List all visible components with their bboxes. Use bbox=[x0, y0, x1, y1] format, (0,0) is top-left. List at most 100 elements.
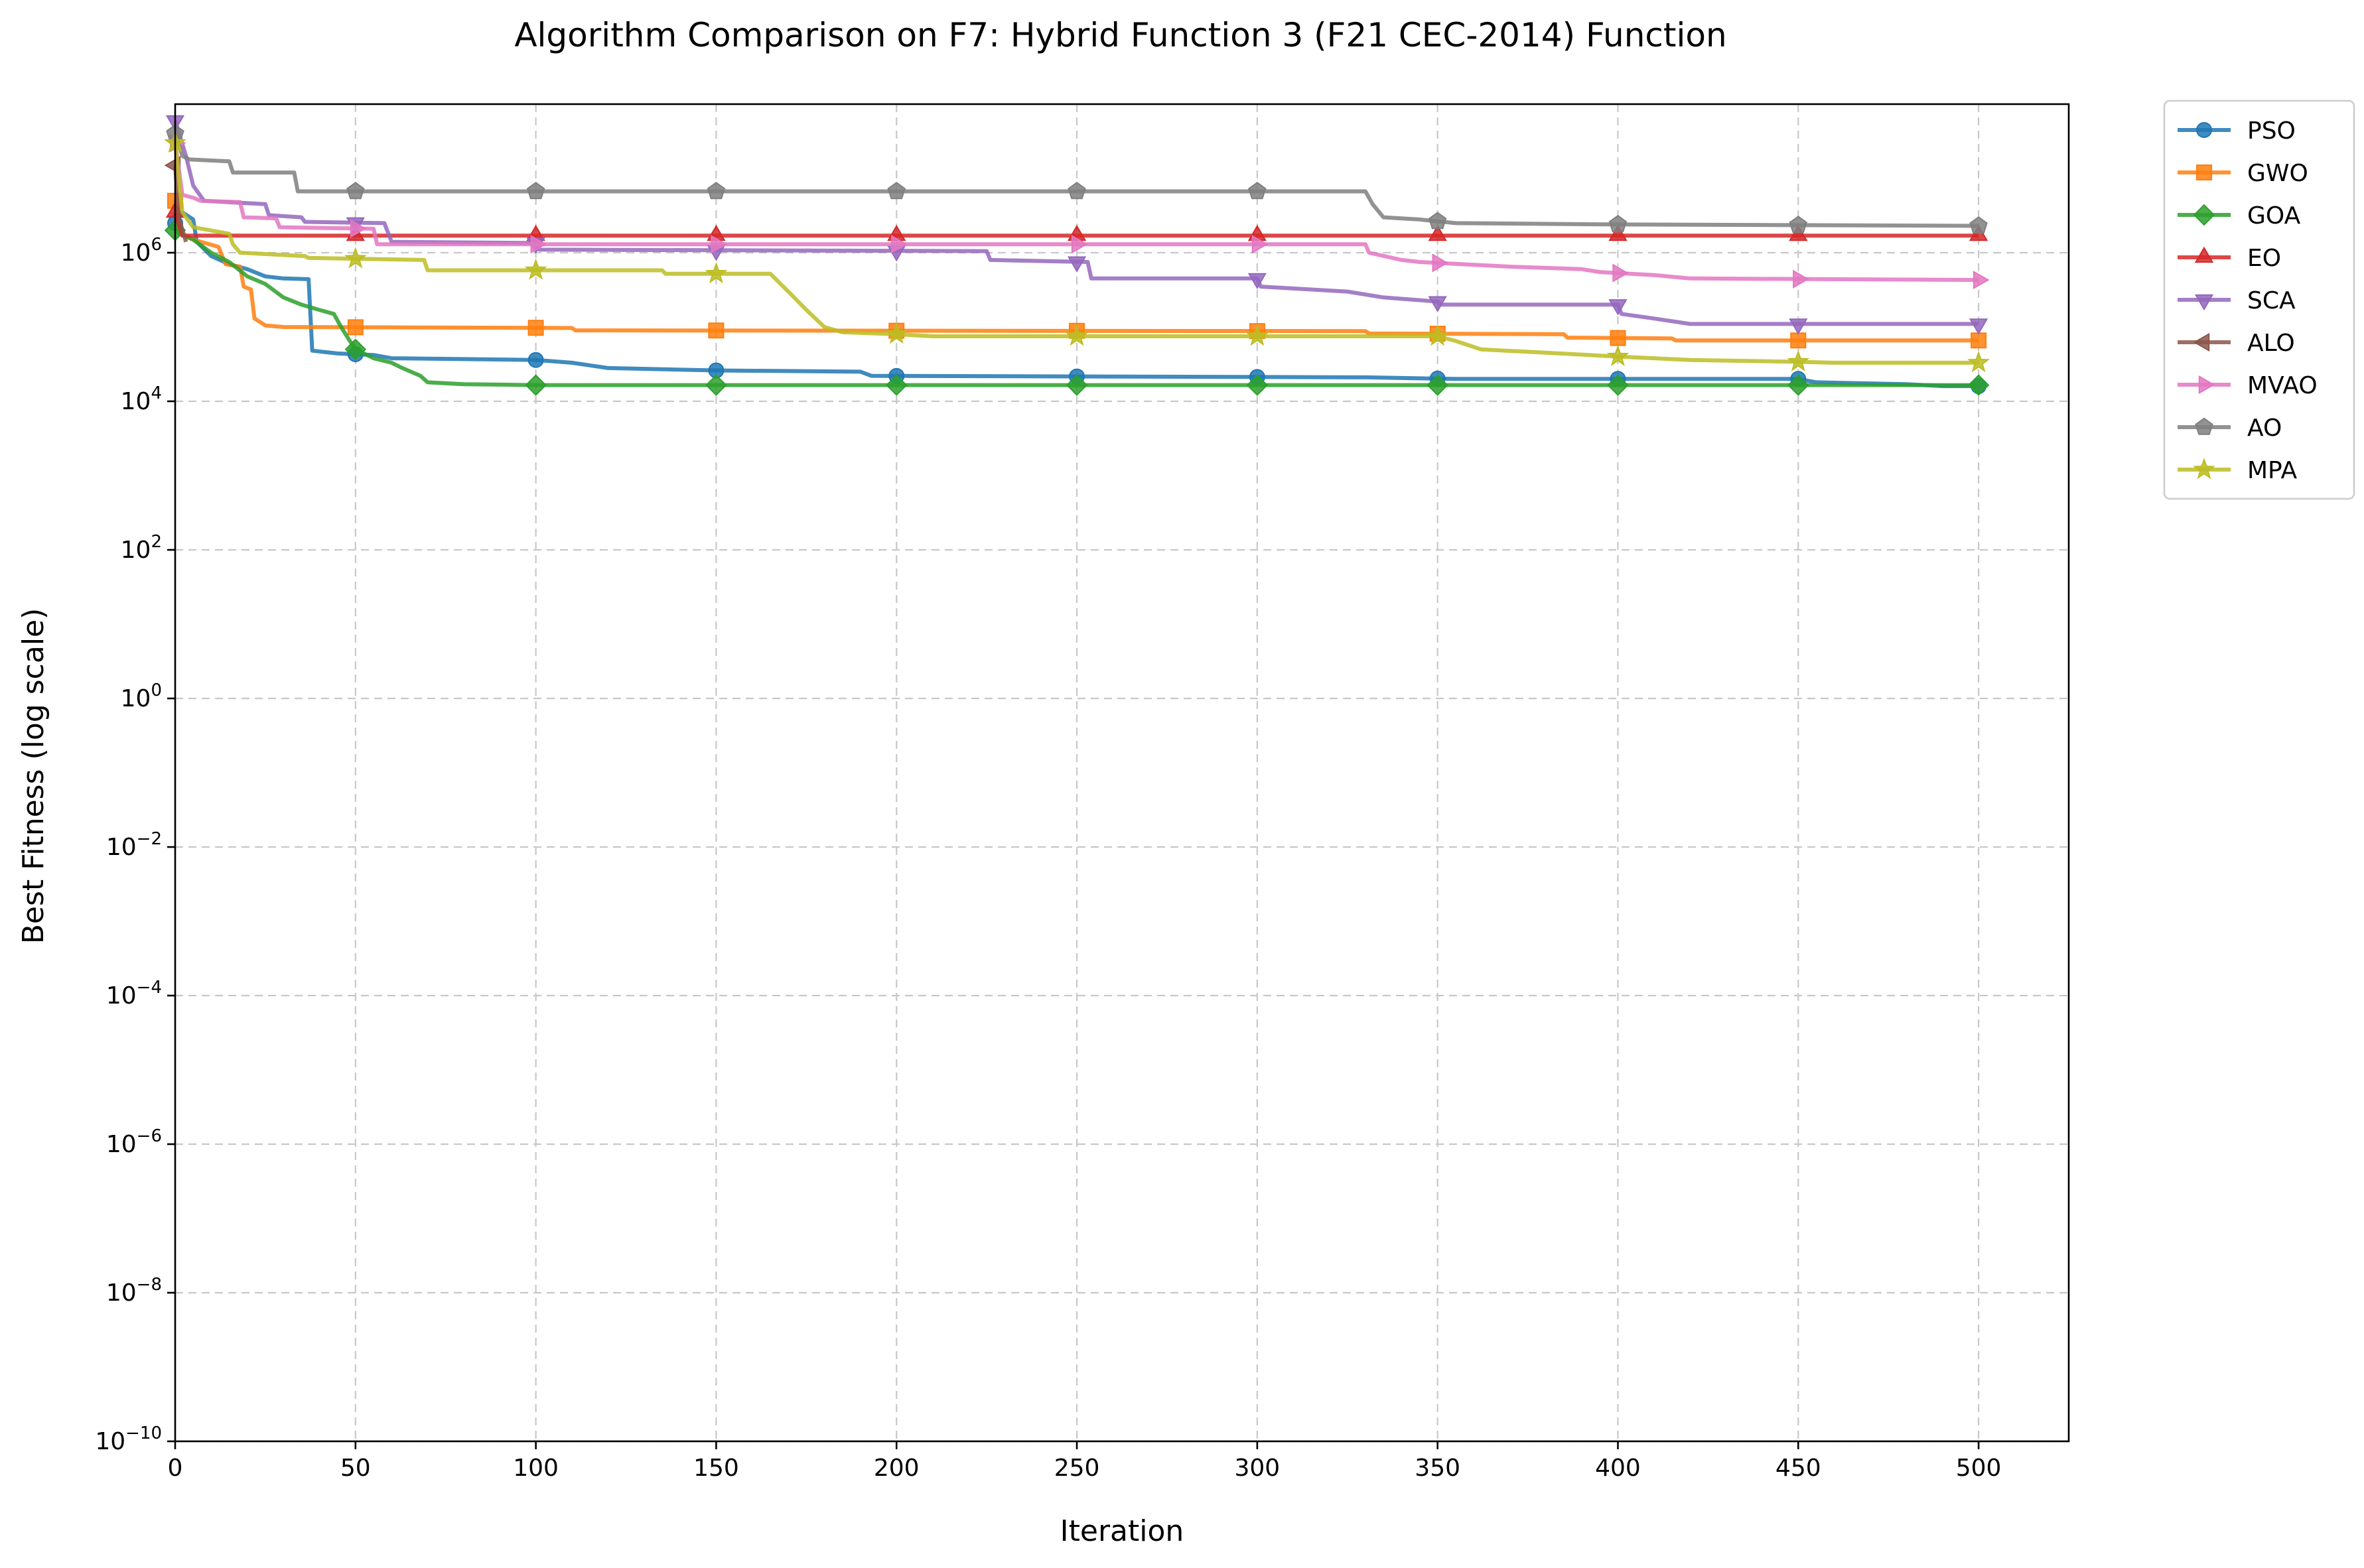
data-point-mpa bbox=[1787, 350, 1810, 371]
legend-item-goa: GOA bbox=[2178, 202, 2301, 229]
legend-item-eo: EO bbox=[2178, 245, 2281, 272]
legend-label: PSO bbox=[2247, 117, 2296, 145]
data-point-sca bbox=[1428, 296, 1447, 312]
plot-frame bbox=[174, 103, 2070, 1443]
legend-label: AO bbox=[2247, 415, 2282, 442]
data-point-ao bbox=[707, 182, 726, 200]
data-point-goa bbox=[1607, 374, 1629, 396]
data-point-goa bbox=[705, 374, 727, 396]
data-point-goa bbox=[1967, 374, 1990, 396]
legend-item-pso: PSO bbox=[2178, 117, 2296, 145]
data-point-gwo bbox=[1610, 330, 1626, 346]
grid-lines bbox=[174, 104, 2069, 1443]
series-line-mpa bbox=[173, 143, 1979, 365]
x-tick-label: 350 bbox=[1415, 1455, 1460, 1482]
data-point-ao bbox=[1428, 212, 1447, 229]
legend-marker-mpa bbox=[2193, 458, 2215, 480]
legend-marker-alo bbox=[2193, 332, 2210, 352]
data-point-mpa bbox=[1967, 351, 1990, 373]
data-point-ao bbox=[1789, 216, 1807, 233]
legend-marker-gwo bbox=[2196, 164, 2212, 180]
legend-item-alo: ALO bbox=[2178, 330, 2295, 357]
data-point-eo bbox=[1428, 224, 1447, 241]
data-point-ao bbox=[1248, 182, 1267, 200]
series-line-gwo bbox=[173, 200, 1979, 343]
data-point-mpa bbox=[344, 247, 367, 269]
data-point-goa bbox=[1426, 374, 1448, 396]
x-tick-label: 250 bbox=[1054, 1455, 1100, 1482]
data-point-sca bbox=[1789, 318, 1808, 335]
data-point-mvao bbox=[711, 235, 727, 254]
data-point-goa bbox=[1246, 374, 1269, 396]
legend-marker-eo bbox=[2194, 246, 2214, 263]
legend-item-mvao: MVAO bbox=[2178, 372, 2318, 399]
y-tick-label: 100 bbox=[121, 681, 162, 712]
y-tick-label: 10−6 bbox=[106, 1126, 162, 1158]
data-point-ao bbox=[346, 182, 365, 200]
legend-item-gwo: GWO bbox=[2178, 160, 2308, 187]
legend-marker-sca bbox=[2194, 294, 2214, 311]
data-point-mvao bbox=[1973, 270, 1990, 290]
y-tick-label: 10−8 bbox=[106, 1275, 162, 1307]
data-point-ao bbox=[1068, 182, 1086, 200]
data-point-gwo bbox=[347, 319, 364, 336]
y-tick-label: 104 bbox=[121, 383, 162, 415]
x-tick-label: 150 bbox=[693, 1455, 739, 1482]
y-tick-label: 102 bbox=[121, 532, 162, 564]
data-point-mvao bbox=[530, 235, 547, 254]
data-point-eo bbox=[1608, 224, 1628, 241]
data-point-sca bbox=[1247, 273, 1267, 290]
data-point-mvao bbox=[1071, 235, 1088, 254]
y-axis-label: Best Fitness (log scale) bbox=[17, 608, 50, 945]
series-line-pso bbox=[173, 210, 1979, 389]
data-point-ao bbox=[887, 182, 906, 200]
data-point-gwo bbox=[1971, 332, 1987, 349]
data-point-mpa bbox=[1606, 344, 1630, 367]
legend-label: ALO bbox=[2247, 330, 2295, 357]
data-point-pso bbox=[527, 352, 544, 368]
y-tick-label: 10−4 bbox=[106, 978, 162, 1010]
data-point-ao bbox=[1969, 216, 1988, 234]
data-point-goa bbox=[1787, 374, 1809, 396]
data-point-sca bbox=[1067, 256, 1087, 273]
data-point-gwo bbox=[527, 320, 544, 336]
data-point-mpa bbox=[1245, 324, 1269, 346]
data-point-sca bbox=[1608, 299, 1628, 316]
data-point-mpa bbox=[705, 262, 728, 284]
chart-title: Algorithm Comparison on F7: Hybrid Funct… bbox=[514, 16, 1726, 54]
series-ao bbox=[166, 124, 1988, 234]
legend-item-sca: SCA bbox=[2178, 287, 2296, 314]
data-point-mpa bbox=[885, 322, 908, 344]
data-point-gwo bbox=[1790, 332, 1807, 349]
data-point-mvao bbox=[1251, 235, 1269, 254]
plot-series bbox=[164, 115, 1990, 396]
legend-label: GOA bbox=[2247, 202, 2301, 229]
y-tick-label: 10−2 bbox=[106, 829, 162, 861]
legend-box bbox=[2163, 99, 2355, 500]
data-point-mvao bbox=[1432, 253, 1449, 273]
legend-label: EO bbox=[2247, 245, 2281, 272]
data-point-ao bbox=[526, 182, 545, 200]
legend-label: SCA bbox=[2247, 287, 2296, 314]
series-line-sca bbox=[173, 119, 1979, 326]
data-point-mpa bbox=[1066, 324, 1089, 346]
series-line-mvao bbox=[173, 143, 1979, 283]
data-point-mvao bbox=[350, 219, 367, 238]
data-point-goa bbox=[885, 374, 908, 396]
legend-marker-mvao bbox=[2198, 375, 2215, 395]
series-eo bbox=[165, 201, 1988, 241]
data-point-goa bbox=[1066, 374, 1088, 396]
data-point-gwo bbox=[708, 322, 725, 339]
data-point-mpa bbox=[524, 258, 547, 280]
data-point-eo bbox=[1789, 224, 1808, 241]
y-tick-label: 10−10 bbox=[95, 1423, 162, 1455]
series-goa bbox=[164, 219, 1990, 396]
x-tick-label: 0 bbox=[168, 1455, 183, 1482]
x-axis-label: Iteration bbox=[1060, 1514, 1184, 1548]
x-tick-label: 50 bbox=[340, 1455, 371, 1482]
x-tick-label: 200 bbox=[874, 1455, 920, 1482]
y-tick-label: 106 bbox=[121, 235, 162, 267]
data-point-goa bbox=[525, 374, 547, 396]
legend: PSO GWO GOA EO SCA ALO MVAO AO MPA bbox=[2163, 99, 2355, 500]
